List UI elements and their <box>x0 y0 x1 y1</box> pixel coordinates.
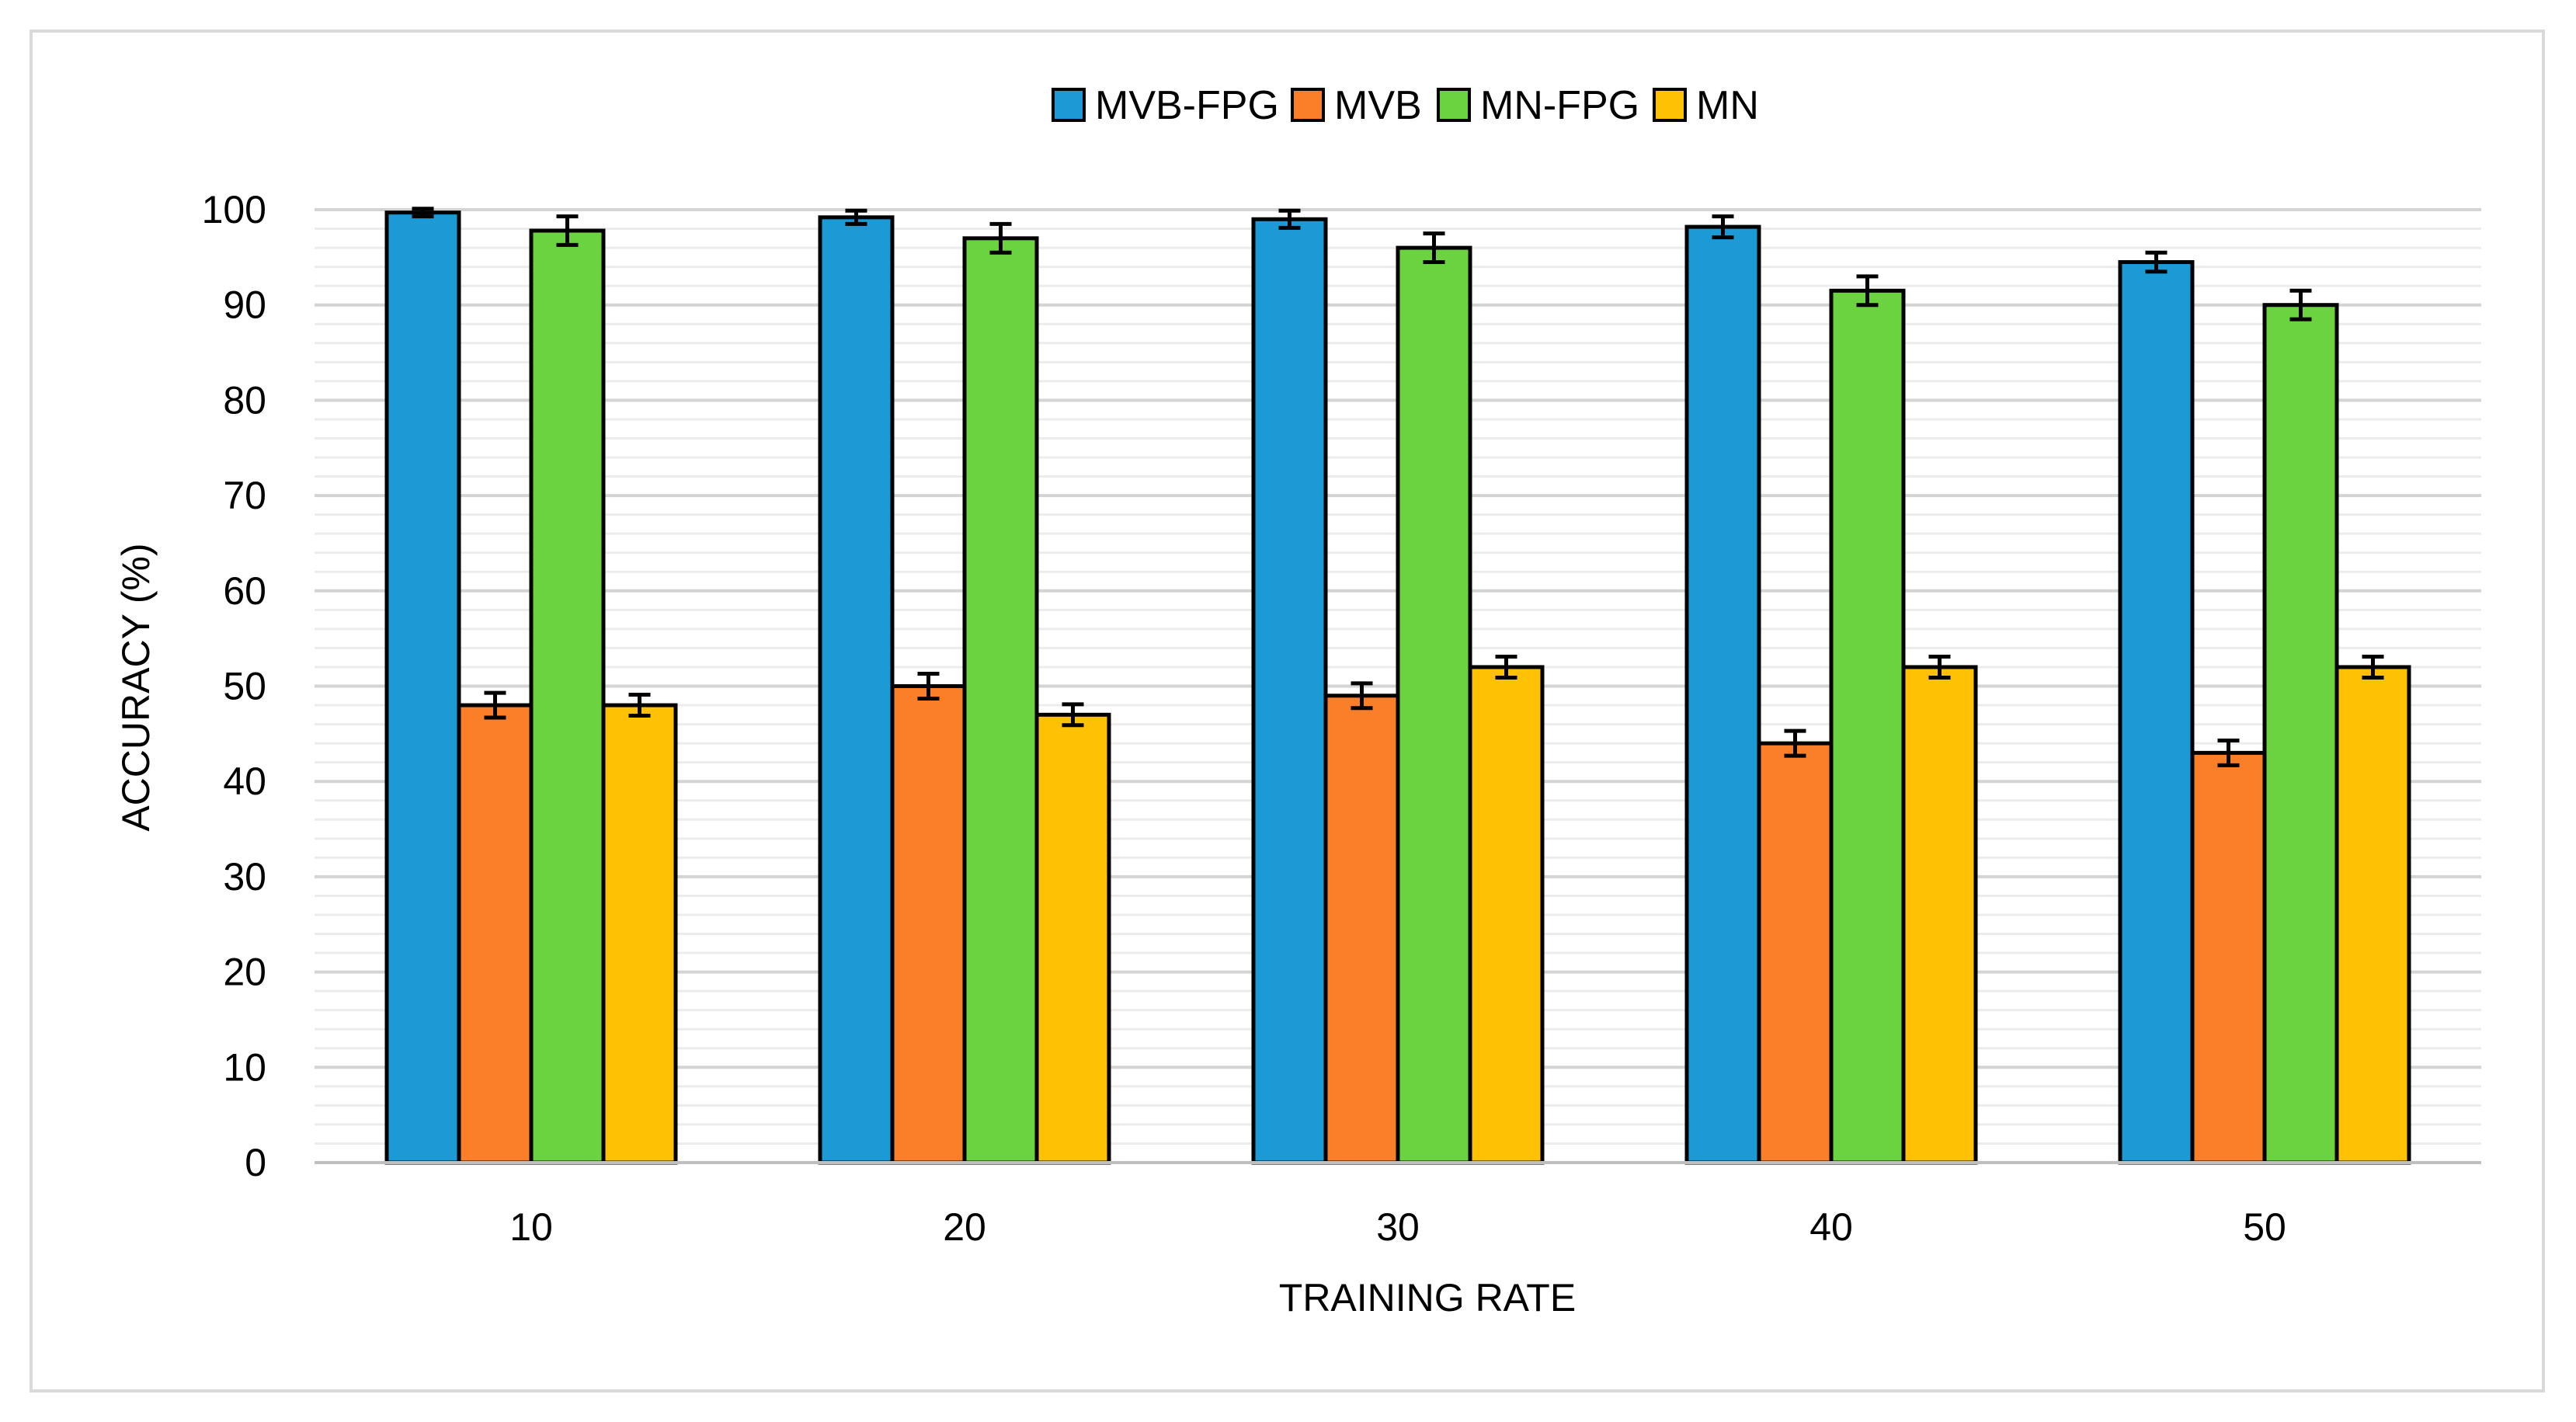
bar <box>1684 224 1761 1165</box>
legend-label: MVB-FPG <box>1095 83 1279 128</box>
bar <box>1901 665 1978 1165</box>
y-tick-label: 80 <box>223 378 266 422</box>
y-axis-title: ACCURACY (%) <box>114 543 158 831</box>
bars-layer <box>384 207 2411 1165</box>
bar <box>2334 665 2411 1165</box>
legend-label: MVB <box>1334 83 1422 128</box>
y-tick-label: 100 <box>202 188 266 231</box>
y-tick-label: 70 <box>223 474 266 517</box>
x-tick-label: 30 <box>1376 1205 1420 1249</box>
x-axis-title: TRAINING RATE <box>1279 1276 1576 1319</box>
legend-label: MN <box>1696 83 1759 128</box>
bar <box>601 703 678 1165</box>
x-tick-label: 40 <box>1809 1205 1853 1249</box>
legend-swatch <box>1437 88 1471 122</box>
y-tick-label: 90 <box>223 283 266 327</box>
bar <box>818 215 895 1165</box>
y-tick-label: 0 <box>245 1141 266 1184</box>
x-tick-label: 50 <box>2243 1205 2286 1249</box>
bar <box>890 684 967 1165</box>
y-tick-label: 50 <box>223 665 266 708</box>
bar <box>457 703 534 1165</box>
bar <box>384 210 461 1165</box>
y-tick-label: 20 <box>223 951 266 994</box>
bar <box>1829 288 1906 1165</box>
y-tick-label: 30 <box>223 855 266 899</box>
bar <box>1251 217 1328 1165</box>
bar <box>1323 694 1400 1165</box>
axis-layer: 0 10 20 30 40 50 60 70 80 90 100 10 20 30 40 50 <box>202 188 2481 1249</box>
legend-swatch <box>1653 88 1687 122</box>
legend-swatch <box>1052 88 1086 122</box>
x-tick-label: 20 <box>943 1205 986 1249</box>
x-tick-label: 10 <box>509 1205 553 1249</box>
legend: MVB-FPG MVB MN-FPG MN <box>1052 83 1759 128</box>
y-tick-label: 60 <box>223 569 266 613</box>
y-tick-label: 40 <box>223 760 266 803</box>
bar <box>1468 665 1545 1165</box>
bar <box>1034 712 1111 1165</box>
bar <box>2262 303 2339 1165</box>
bar <box>962 236 1039 1165</box>
y-tick-label: 10 <box>223 1045 266 1089</box>
bar <box>2118 259 2195 1165</box>
bar <box>1757 741 1834 1165</box>
bar <box>2190 750 2267 1165</box>
legend-label: MN-FPG <box>1480 83 1639 128</box>
bar <box>1396 245 1472 1165</box>
legend-swatch <box>1291 88 1325 122</box>
bar <box>529 228 606 1165</box>
